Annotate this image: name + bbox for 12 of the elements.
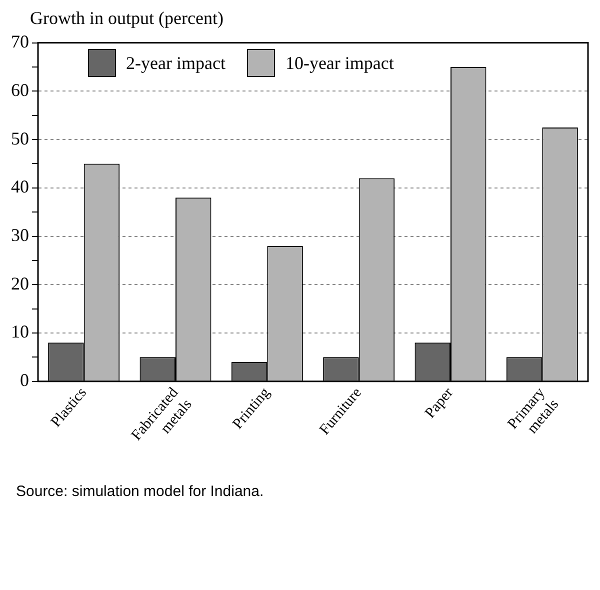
y-tick-label: 0 [20,370,29,390]
y-tick-label: 50 [11,128,29,148]
y-axis-title: Growth in output (percent) [30,8,224,29]
y-tick-label: 20 [11,273,29,294]
legend-label: 10-year impact [285,52,394,74]
legend-label: 2-year impact [126,52,226,74]
y-tick-label: 30 [11,225,29,245]
y-tick-label: 60 [11,80,29,100]
y-tick-label: 10 [11,322,29,342]
y-tick-label: 70 [11,32,29,52]
y-tick-label: 40 [11,176,29,197]
source-note: Source: simulation model for Indiana. [16,483,265,500]
